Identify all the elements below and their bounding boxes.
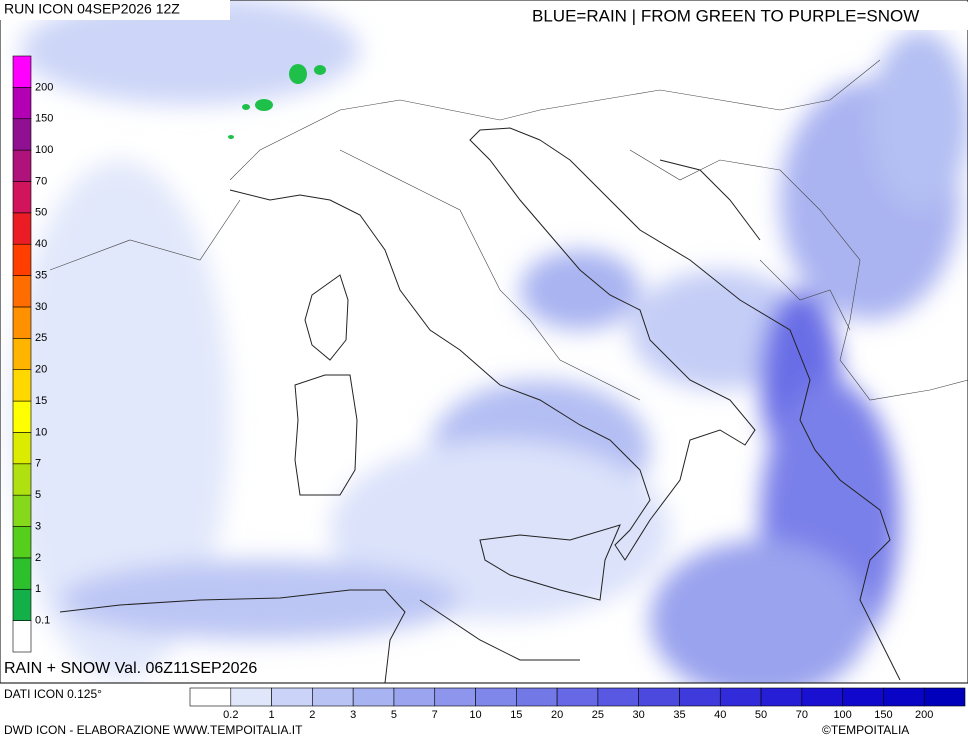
snow-swatch bbox=[12, 118, 32, 151]
snow-label: 0.1 bbox=[35, 615, 50, 627]
snow-swatch bbox=[12, 306, 32, 339]
legend-title-bg bbox=[528, 2, 968, 30]
legend-title: BLUE=RAIN | FROM GREEN TO PURPLE=SNOW bbox=[532, 6, 919, 25]
rain-label: 40 bbox=[714, 709, 726, 721]
rain-label: 200 bbox=[915, 709, 933, 721]
rain-label: 20 bbox=[551, 709, 563, 721]
snow-label: 200 bbox=[35, 81, 53, 93]
credit: DWD ICON - ELABORAZIONE WWW.TEMPOITALIA.… bbox=[4, 723, 303, 737]
snow-swatch bbox=[12, 526, 32, 559]
rain-swatch bbox=[883, 687, 925, 707]
snow-label: 10 bbox=[35, 426, 47, 438]
snow-label: 40 bbox=[35, 238, 47, 250]
rain-label: 5 bbox=[391, 709, 397, 721]
rain-swatch bbox=[312, 687, 354, 707]
snow-label: 70 bbox=[35, 175, 47, 187]
snow-swatch bbox=[12, 87, 32, 120]
snow-label: 20 bbox=[35, 364, 47, 376]
snow-label: 15 bbox=[35, 395, 47, 407]
snow-patches bbox=[228, 64, 326, 139]
rain-label: 0.2 bbox=[223, 709, 238, 721]
rain-swatch bbox=[475, 687, 517, 707]
rain-swatch bbox=[923, 687, 966, 707]
rain-label: 10 bbox=[469, 709, 481, 721]
rain-label: 100 bbox=[833, 709, 851, 721]
rain-swatch bbox=[189, 687, 232, 707]
snow-swatch bbox=[12, 149, 32, 182]
snow-swatch bbox=[12, 55, 32, 88]
snow-label: 5 bbox=[35, 489, 41, 501]
rain-swatch bbox=[230, 687, 272, 707]
rain-label: 2 bbox=[309, 709, 315, 721]
rain-swatch bbox=[760, 687, 803, 707]
rain-swatch bbox=[842, 687, 884, 707]
validity-label: RAIN + SNOW Val. 06Z11SEP2026 bbox=[4, 660, 257, 677]
snow-label: 50 bbox=[35, 207, 47, 219]
snow-label: 30 bbox=[35, 301, 47, 313]
snow-swatch bbox=[12, 494, 32, 527]
run-label: RUN ICON 04SEP2026 12Z bbox=[4, 1, 180, 17]
rain-label: 70 bbox=[796, 709, 808, 721]
snow-swatch bbox=[12, 463, 32, 496]
borders bbox=[49, 59, 968, 401]
rain-swatch bbox=[638, 687, 680, 707]
snow-swatch bbox=[12, 275, 32, 308]
precipitation-field bbox=[10, 0, 968, 683]
rain-swatch bbox=[679, 687, 721, 707]
snow-swatch bbox=[12, 212, 32, 245]
rain-label: 30 bbox=[633, 709, 645, 721]
snow-label: 25 bbox=[35, 332, 47, 344]
rain-label: 50 bbox=[755, 709, 767, 721]
rain-swatch bbox=[393, 687, 436, 707]
rain-label: 15 bbox=[510, 709, 522, 721]
snow-swatch bbox=[12, 181, 32, 214]
rain-label: 150 bbox=[874, 709, 892, 721]
coastlines bbox=[59, 127, 901, 683]
snow-swatch bbox=[12, 369, 32, 402]
rain-swatch bbox=[719, 687, 762, 707]
rain-swatch bbox=[516, 687, 558, 707]
snow-label: 1 bbox=[35, 583, 41, 595]
rain-swatch bbox=[434, 687, 476, 707]
snow-label: 150 bbox=[35, 113, 53, 125]
snow-label: 2 bbox=[35, 552, 41, 564]
map-frame bbox=[0, 0, 968, 684]
snow-swatch bbox=[12, 400, 32, 433]
rain-label: 35 bbox=[673, 709, 685, 721]
snow-label: 7 bbox=[35, 458, 41, 470]
rain-swatch bbox=[352, 687, 395, 707]
snow-label: 100 bbox=[35, 144, 53, 156]
map-area bbox=[10, 0, 968, 683]
copyright: ©TEMPOITALIA bbox=[822, 723, 909, 737]
rain-label: 25 bbox=[592, 709, 604, 721]
snow-label: 3 bbox=[35, 520, 41, 532]
rain-swatch bbox=[556, 687, 599, 707]
rain-label: 1 bbox=[269, 709, 275, 721]
data-source: DATI ICON 0.125° bbox=[4, 687, 102, 701]
rain-swatch bbox=[597, 687, 639, 707]
rain-swatch bbox=[271, 687, 313, 707]
snow-swatch bbox=[12, 557, 32, 590]
snow-swatch bbox=[12, 588, 32, 621]
snow-label: 35 bbox=[35, 269, 47, 281]
snow-swatch bbox=[12, 620, 32, 653]
snow-swatch bbox=[12, 338, 32, 370]
rain-scale: 0.2 1 2 3 5 7 10 15 20 25 30 35 40 50 70 100 150 200 bbox=[189, 687, 966, 721]
run-label-bg bbox=[0, 0, 230, 20]
rain-label: 3 bbox=[350, 709, 356, 721]
rain-label: 7 bbox=[432, 709, 438, 721]
snow-swatch bbox=[12, 432, 32, 465]
rain-swatch bbox=[801, 687, 843, 707]
snow-swatch bbox=[12, 243, 32, 276]
